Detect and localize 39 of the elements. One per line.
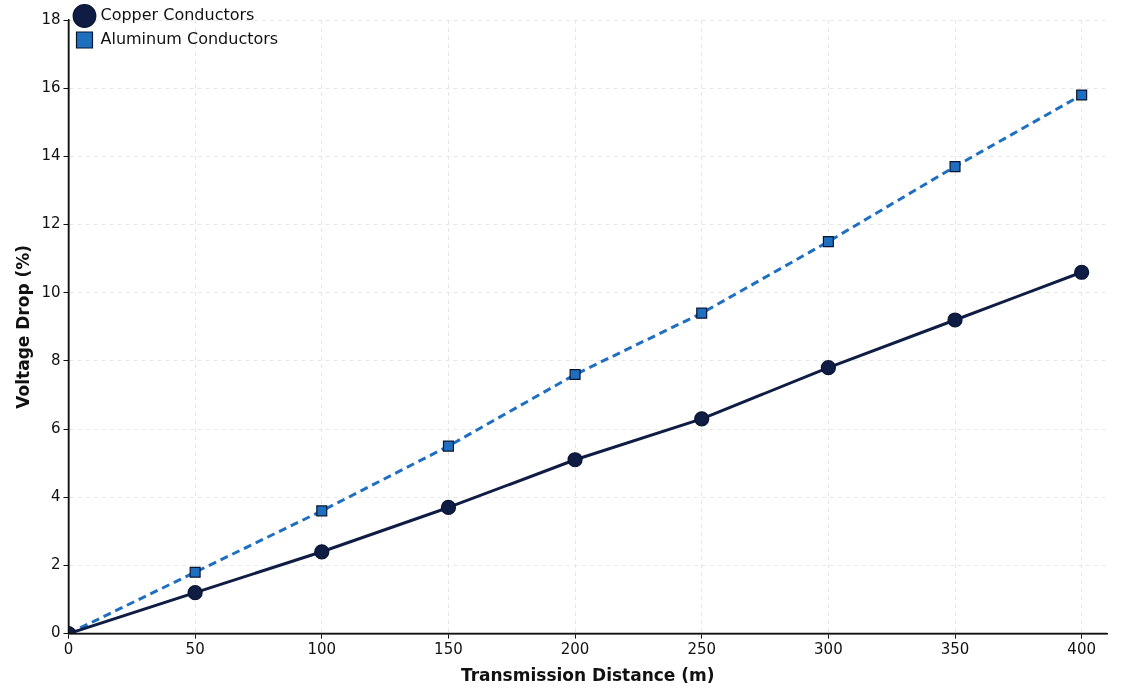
x-tick-label: 100: [307, 640, 337, 659]
point: [440, 499, 457, 516]
x-tick-label: 50: [185, 640, 205, 659]
y-tick-label: 12: [41, 214, 61, 233]
x-tick-label: 250: [687, 640, 717, 659]
point: [316, 505, 328, 517]
x-tick-label: 400: [1067, 640, 1096, 659]
point: [314, 544, 330, 560]
x-tick-label: 350: [940, 640, 970, 659]
x-tick-label: 0: [63, 640, 74, 659]
y-tick-label: 2: [50, 555, 61, 574]
legend-label: Copper Conductors: [100, 5, 255, 25]
y-tick-label: 10: [41, 282, 61, 301]
x-axis-title: Transmission Distance (m): [460, 665, 715, 686]
x-tick-label: 200: [560, 640, 590, 659]
legend-label: Aluminum Conductors: [100, 29, 279, 49]
y-tick-label: 8: [50, 350, 61, 369]
point: [189, 566, 201, 578]
y-tick-label: 16: [41, 78, 61, 97]
y-tick-label: 0: [50, 623, 61, 642]
x-tick-label: 150: [434, 640, 463, 659]
point: [820, 360, 836, 376]
point: [949, 161, 961, 173]
point: [567, 452, 583, 468]
point: [1076, 89, 1088, 101]
point: [442, 440, 454, 452]
y-tick-label: 14: [41, 146, 61, 165]
point: [187, 585, 203, 601]
point: [947, 312, 963, 328]
point: [569, 368, 581, 381]
point: [822, 236, 834, 248]
x-tick-label: 300: [814, 640, 843, 659]
y-tick-label: 6: [50, 418, 61, 437]
point: [1074, 264, 1090, 280]
point: [696, 307, 708, 319]
y-axis-title: Voltage Drop (%): [12, 244, 33, 409]
y-tick-label: 4: [50, 487, 61, 506]
point: [694, 411, 710, 427]
y-tick-label: 18: [41, 9, 61, 28]
